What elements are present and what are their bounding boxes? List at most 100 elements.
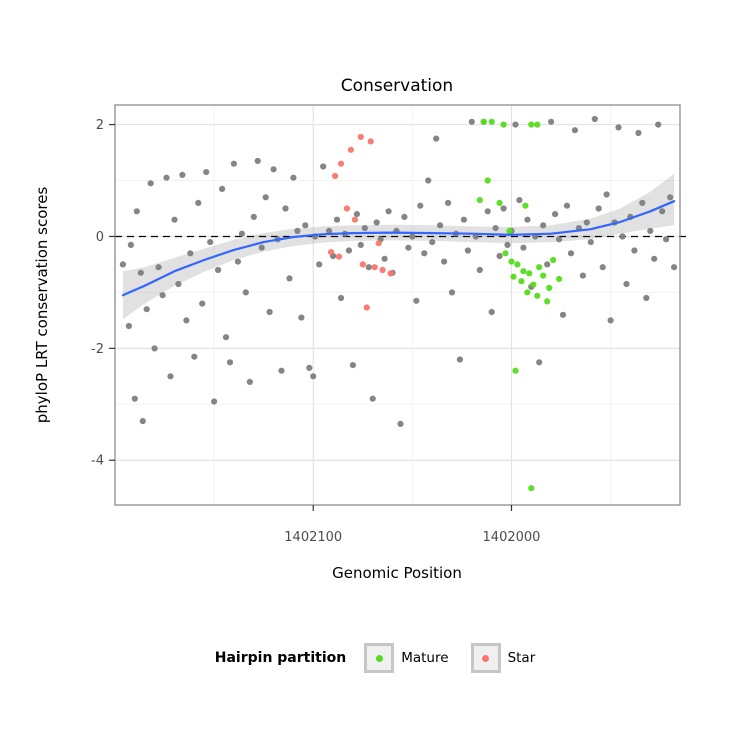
data-point-other — [133, 208, 140, 215]
data-point-other — [167, 373, 174, 380]
data-point-mature — [540, 272, 547, 279]
data-point-other — [651, 255, 658, 262]
data-point-other — [230, 160, 237, 167]
data-point-other — [559, 311, 567, 318]
data-point-other — [151, 345, 158, 352]
data-point-mature — [550, 256, 557, 264]
data-point-other — [464, 247, 471, 254]
data-point-other — [139, 418, 146, 425]
data-point-other — [349, 362, 356, 369]
data-point-other — [298, 314, 305, 321]
y-tick-label: 0 — [96, 230, 104, 245]
data-point-mature — [510, 273, 517, 280]
data-point-other — [282, 205, 289, 212]
data-point-other — [583, 219, 590, 226]
data-point-mature — [514, 261, 521, 268]
legend-key-star — [470, 643, 501, 673]
data-point-other — [242, 289, 249, 296]
data-point-other — [207, 239, 214, 246]
smooth-trend-line — [121, 200, 676, 297]
y-tick-label: -4 — [91, 454, 104, 469]
data-point-other — [215, 266, 222, 274]
data-point-mature — [536, 264, 543, 271]
data-point-other — [599, 264, 606, 271]
data-point-other — [219, 185, 226, 192]
data-point-other — [373, 219, 380, 226]
data-point-other — [326, 227, 333, 234]
data-point-other — [409, 233, 416, 240]
data-point-other — [496, 252, 503, 260]
data-point-other — [603, 191, 610, 198]
data-point-other — [333, 216, 341, 223]
data-point-other — [163, 174, 170, 181]
legend-key-mature — [364, 643, 395, 673]
data-point-other — [302, 222, 309, 229]
data-point-other — [567, 250, 575, 257]
data-point-other — [639, 199, 646, 206]
data-point-other — [591, 115, 598, 123]
data-point-mature — [528, 485, 535, 492]
data-point-other — [468, 118, 475, 125]
data-point-other — [488, 308, 495, 316]
data-point-other — [143, 306, 150, 313]
data-point-other — [211, 398, 218, 405]
data-point-other — [238, 230, 245, 237]
data-point-other — [254, 157, 261, 164]
data-point-other — [587, 239, 594, 246]
data-point-mature — [500, 121, 507, 128]
data-point-other — [663, 236, 670, 243]
y-axis-title: phyloP LRT conservation scores — [33, 187, 51, 424]
data-point-mature — [534, 292, 541, 299]
data-point-other — [433, 135, 440, 142]
data-point-other — [524, 216, 531, 223]
data-point-other — [595, 205, 602, 212]
mature-point-icon — [375, 654, 383, 662]
data-point-other — [222, 334, 230, 341]
data-point-mature — [544, 298, 551, 305]
data-point-other — [456, 356, 463, 363]
data-point-other — [159, 292, 166, 299]
data-point-mature — [546, 284, 553, 291]
data-point-mature — [556, 275, 563, 283]
data-point-other — [195, 199, 202, 206]
data-point-other — [286, 275, 293, 282]
data-point-other — [137, 269, 144, 276]
data-point-other — [671, 264, 678, 271]
data-point-other — [131, 395, 138, 402]
data-point-other — [512, 121, 519, 128]
data-point-other — [125, 322, 132, 330]
data-point-mature — [506, 227, 513, 234]
data-point-other — [345, 247, 352, 254]
data-point-mature — [526, 270, 533, 277]
data-point-other — [563, 202, 571, 209]
data-point-other — [536, 359, 543, 366]
data-point-other — [460, 216, 467, 223]
data-point-other — [270, 166, 277, 173]
x-tick-label: 1402000 — [483, 530, 541, 545]
data-point-mature — [528, 121, 535, 128]
y-tick-label: 2 — [96, 118, 104, 133]
data-point-other — [262, 194, 269, 201]
data-point-other — [361, 225, 368, 232]
legend-title: Hairpin partition — [214, 650, 347, 666]
data-point-star — [359, 261, 366, 268]
data-point-mature — [480, 118, 487, 125]
data-point-mature — [502, 250, 509, 257]
data-point-other — [127, 241, 134, 248]
data-point-other — [171, 216, 178, 223]
data-point-other — [199, 300, 206, 307]
data-point-mature — [508, 258, 515, 265]
data-point-other — [278, 367, 285, 374]
data-point-other — [667, 194, 674, 201]
data-point-other — [484, 208, 491, 215]
data-point-star — [335, 253, 343, 260]
data-point-other — [155, 264, 162, 271]
data-point-other — [397, 420, 404, 427]
data-point-other — [437, 222, 444, 229]
data-point-star — [337, 160, 345, 167]
data-point-other — [226, 359, 234, 366]
data-point-other — [425, 177, 432, 184]
data-point-mature — [518, 278, 525, 285]
data-point-other — [417, 202, 424, 209]
